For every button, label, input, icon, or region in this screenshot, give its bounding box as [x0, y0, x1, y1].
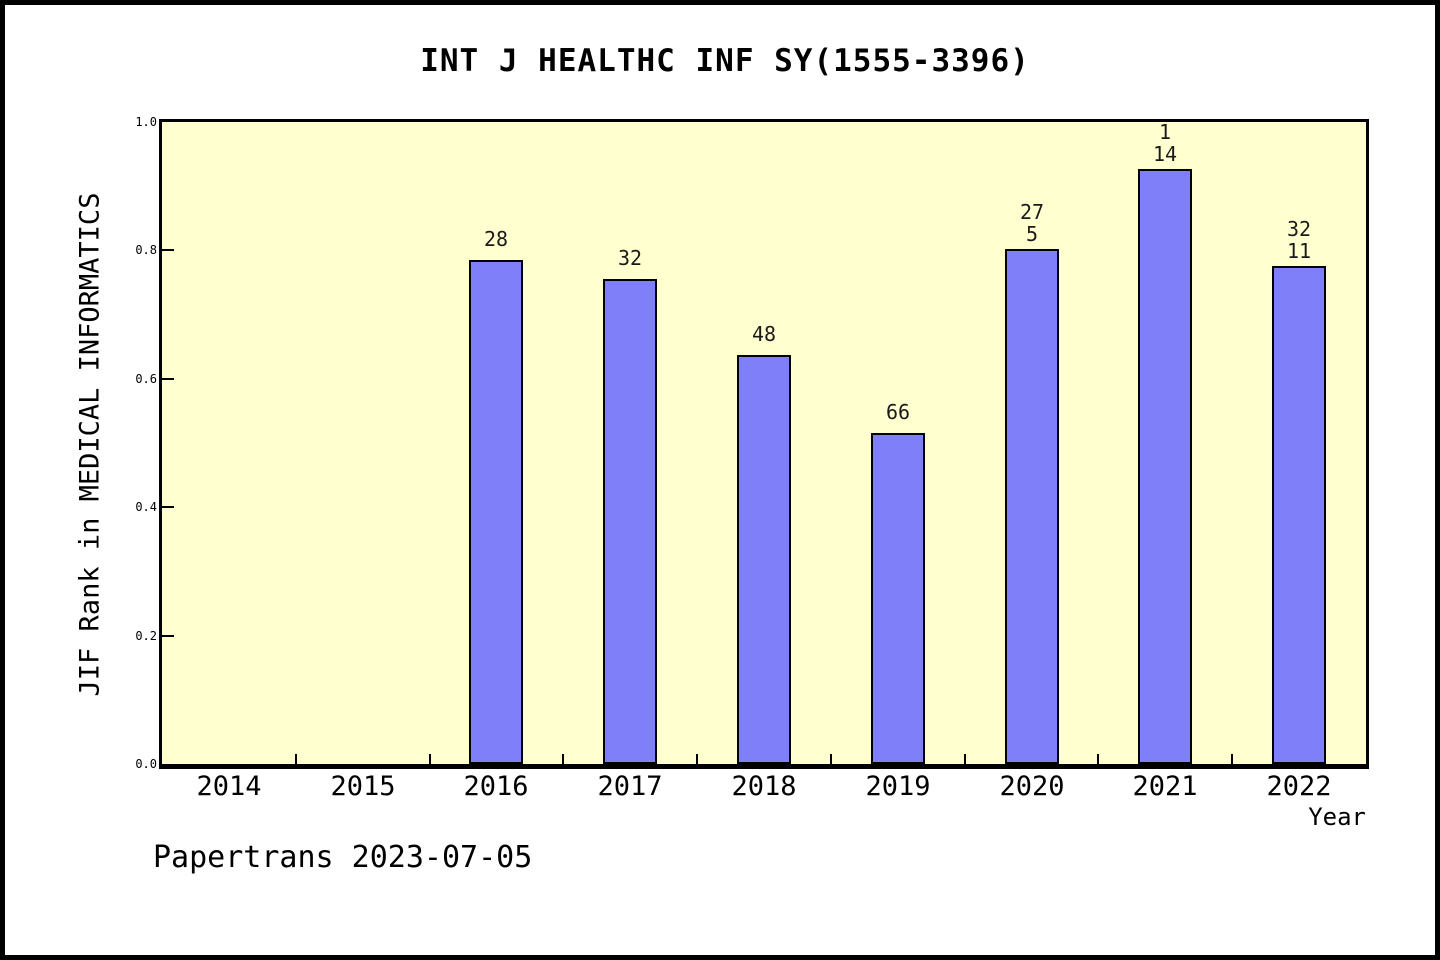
x-tick-label: 2016	[463, 771, 529, 802]
bar-value-label: 48	[697, 323, 831, 345]
x-tick-label: 2015	[330, 771, 396, 802]
x-tick	[696, 754, 698, 764]
bar-2018	[737, 355, 791, 764]
x-tick-label: 2020	[999, 771, 1065, 802]
bar-value-label: 32	[563, 247, 697, 269]
bar-value-line: 66	[885, 400, 911, 424]
x-tick-label: 2022	[1266, 771, 1332, 802]
chart-title: INT J HEALTHC INF SY(1555-3396)	[420, 43, 1030, 79]
bar-2021	[1138, 169, 1192, 764]
x-tick-label: 2017	[597, 771, 663, 802]
x-tick-label: 2019	[865, 771, 931, 802]
bar-2016	[469, 260, 523, 764]
x-tick	[295, 754, 297, 764]
bar-value-line: 32	[617, 246, 643, 270]
bar-value-line: 48	[751, 322, 777, 346]
x-tick	[562, 754, 564, 764]
y-tick	[162, 634, 174, 637]
bar-value-line: 5	[1025, 222, 1039, 246]
y-tick-label: 0.2	[135, 628, 157, 643]
bar-2020	[1005, 249, 1059, 764]
y-tick-label: 0.8	[135, 243, 157, 258]
bar-2019	[871, 433, 925, 764]
x-tick	[429, 754, 431, 764]
y-tick-label: 0.6	[135, 371, 157, 386]
bar-value-line: 32	[1286, 217, 1312, 241]
bar-value-line: 1	[1158, 120, 1172, 144]
bar-value-label: 66	[831, 401, 965, 423]
bar-value-label: 1 14	[1098, 121, 1232, 165]
x-tick-label: 2021	[1132, 771, 1198, 802]
bar-value-label: 27 5	[965, 201, 1099, 245]
y-axis-label: JIF Rank in MEDICAL INFORMATICS	[74, 192, 106, 697]
bar-2022	[1272, 266, 1326, 764]
bar-value-line: 27	[1019, 200, 1045, 224]
x-tick	[1097, 754, 1099, 764]
y-tick-label: 1.0	[135, 115, 157, 129]
bar-2017	[603, 279, 657, 764]
x-tick	[830, 754, 832, 764]
bar-value-label: 28	[429, 228, 563, 250]
y-tick	[162, 249, 174, 252]
y-tick	[162, 506, 174, 509]
y-tick-label: 0.4	[135, 500, 157, 515]
y-tick-label: 0.0	[135, 757, 157, 771]
x-tick-label: 2014	[196, 771, 262, 802]
x-axis-label: Year	[1308, 803, 1366, 831]
bar-value-label: 32 11	[1232, 218, 1366, 262]
x-tick	[964, 754, 966, 764]
bar-value-line: 11	[1286, 239, 1312, 263]
x-tick-label: 2018	[731, 771, 797, 802]
bar-value-line: 28	[483, 227, 509, 251]
footer-watermark: Papertrans 2023-07-05	[153, 840, 533, 875]
y-tick	[162, 377, 174, 380]
bar-value-line: 14	[1152, 142, 1178, 166]
plot-area: 28 32 48 66 27 5 1 14 32 11	[159, 119, 1369, 769]
x-tick	[1231, 754, 1233, 764]
